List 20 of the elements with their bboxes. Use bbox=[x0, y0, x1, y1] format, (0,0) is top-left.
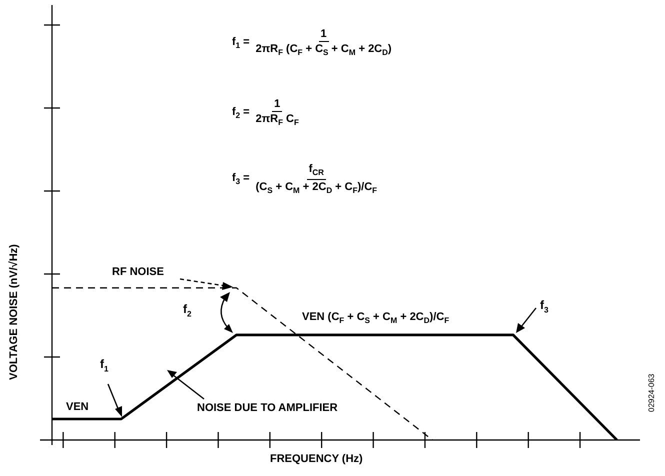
text: 2πR$_{F}$ C$_{F}$ bbox=[254, 112, 300, 128]
text: 1 bbox=[272, 98, 282, 112]
annotation: f$_{2}$ bbox=[183, 302, 192, 320]
text: f bbox=[100, 357, 104, 371]
annotation: NOISE DUE TO AMPLIFIER bbox=[197, 402, 338, 414]
x-axis-title: FREQUENCY (Hz) bbox=[270, 453, 363, 466]
annotation: 1 bbox=[104, 364, 108, 374]
text: (C$_{S}$ + C$_{M}$ + 2C$_{D}$ + C$_{F}$)/C$_{F}$ bbox=[256, 180, 378, 196]
text: 02924-063 bbox=[647, 374, 657, 412]
text: 1 bbox=[320, 28, 327, 40]
text: 2πR$_{F}$ (C$_{F}$ + C$_{S}$ + C$_{M}$ + 2C$_{D}$) bbox=[256, 43, 392, 58]
annotation: VEN bbox=[66, 401, 89, 414]
annotation: f$_{3}$ bbox=[540, 298, 548, 316]
text: RF NOISE bbox=[112, 266, 164, 278]
text: f$_{CR}$ bbox=[306, 163, 326, 180]
text: f$_{3}$ = bbox=[232, 172, 250, 187]
text: f$_{2}$ = bbox=[232, 106, 250, 121]
text: VEN (C$_{F}$ + C$_{S}$ + C$_{M}$ + 2C$_{D}$)/C$_{F}$ bbox=[302, 311, 450, 326]
y-axis-title: VOLTAGE NOISE (nV/√Hz) bbox=[8, 244, 20, 380]
text: f$_{1}$ = bbox=[232, 36, 250, 51]
